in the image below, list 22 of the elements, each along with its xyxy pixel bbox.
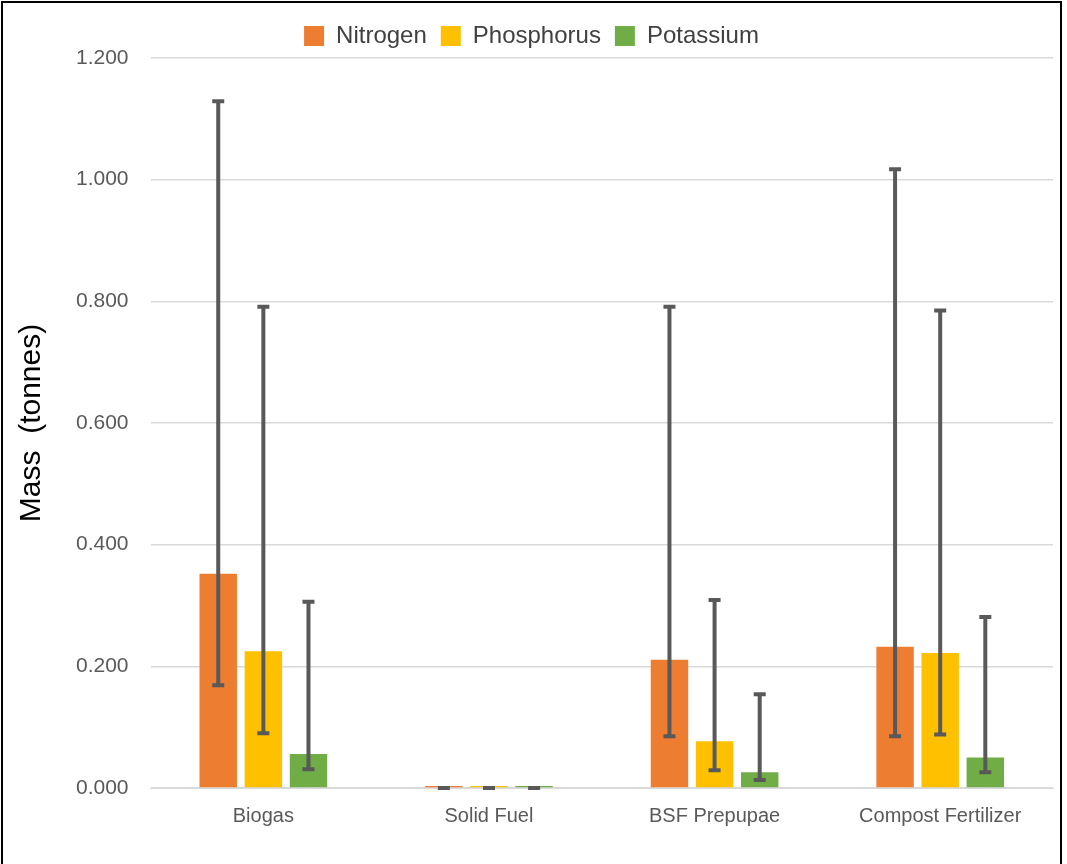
y-tick-label: 1.200	[75, 44, 129, 68]
x-tick-label: Biogas	[232, 803, 294, 826]
bar	[921, 652, 959, 788]
bar	[289, 753, 328, 788]
y-axis-title: Mass (tonnes)	[13, 323, 47, 523]
y-tick-label: 0.800	[75, 288, 129, 312]
x-tick-label: BSF Prepupae	[648, 803, 781, 826]
legend-label: Potassium	[646, 20, 759, 48]
legend-label: Nitrogen	[336, 20, 427, 48]
bar	[695, 741, 734, 788]
y-tick-label: 1.000	[75, 166, 129, 190]
y-tick-label: 0.400	[75, 531, 129, 555]
y-tick-label: 0.600	[75, 409, 129, 433]
bar	[876, 646, 914, 788]
bar	[650, 659, 689, 788]
x-tick-label: Compost Fertilizer	[859, 803, 1022, 826]
x-tick-label: Solid Fuel	[444, 803, 534, 826]
legend-label: Phosphorus	[472, 20, 601, 48]
y-tick-label: 0.000	[75, 774, 129, 798]
y-tick-label: 0.200	[75, 653, 129, 677]
bar	[199, 573, 237, 788]
bar	[244, 651, 283, 788]
